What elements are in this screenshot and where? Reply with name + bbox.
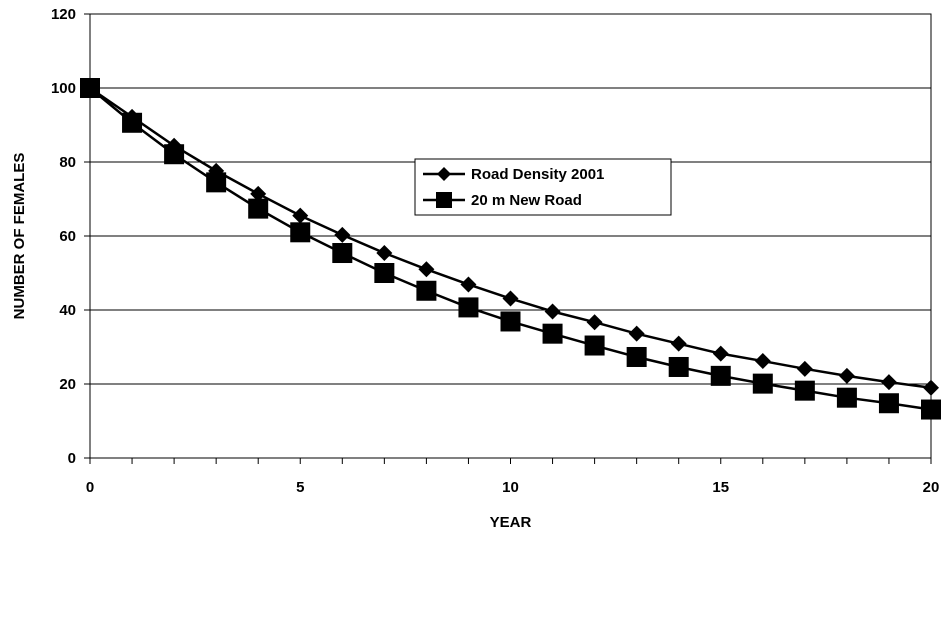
data-point-0-9 bbox=[460, 276, 477, 293]
data-point-1-3 bbox=[206, 172, 227, 193]
x-axis-title: YEAR bbox=[490, 514, 532, 531]
x-tick-label-20: 20 bbox=[923, 479, 940, 496]
data-point-1-17 bbox=[794, 380, 815, 401]
legend-marker-0 bbox=[437, 167, 451, 181]
data-point-0-11 bbox=[544, 303, 561, 320]
data-point-0-5 bbox=[292, 207, 309, 224]
data-point-1-15 bbox=[710, 365, 731, 386]
y-tick-label-80: 80 bbox=[59, 154, 76, 171]
data-point-0-6 bbox=[334, 226, 351, 243]
y-tick-label-0: 0 bbox=[68, 450, 76, 467]
x-tick-label-10: 10 bbox=[502, 479, 519, 496]
data-point-1-11 bbox=[542, 323, 563, 344]
legend-marker-1 bbox=[436, 192, 452, 208]
series-1 bbox=[80, 78, 941, 420]
data-point-0-14 bbox=[670, 335, 687, 352]
y-tick-label-60: 60 bbox=[59, 228, 76, 245]
data-point-1-4 bbox=[248, 198, 269, 219]
y-tick-label-100: 100 bbox=[51, 80, 76, 97]
data-point-1-2 bbox=[164, 144, 185, 165]
x-tick-label-0: 0 bbox=[86, 479, 94, 496]
x-tick-label-5: 5 bbox=[296, 479, 304, 496]
data-point-0-19 bbox=[880, 374, 897, 391]
data-point-0-15 bbox=[712, 345, 729, 362]
data-point-1-16 bbox=[752, 373, 773, 394]
data-point-0-13 bbox=[628, 325, 645, 342]
series-0 bbox=[82, 80, 939, 396]
series-layer bbox=[80, 78, 941, 420]
legend-label-20m-new-road: 20 m New Road bbox=[471, 192, 582, 209]
gridlines bbox=[90, 87, 931, 385]
data-point-1-19 bbox=[878, 393, 899, 414]
data-point-0-12 bbox=[586, 314, 603, 331]
data-point-1-5 bbox=[290, 222, 311, 243]
data-point-1-6 bbox=[332, 243, 353, 264]
tick-labels: 0 20 40 60 80 100 120 0 5 10 15 20 bbox=[51, 6, 939, 496]
y-tick-label-20: 20 bbox=[59, 376, 76, 393]
data-point-1-12 bbox=[584, 335, 605, 356]
y-tick-label-40: 40 bbox=[59, 302, 76, 319]
data-point-1-9 bbox=[458, 297, 479, 318]
legend-box bbox=[414, 158, 672, 216]
data-point-0-8 bbox=[418, 261, 435, 278]
data-point-0-7 bbox=[376, 245, 393, 262]
data-point-1-8 bbox=[416, 280, 437, 301]
data-point-1-18 bbox=[836, 387, 857, 408]
x-tick-label-15: 15 bbox=[712, 479, 729, 496]
data-point-0-17 bbox=[796, 360, 813, 377]
data-point-1-1 bbox=[122, 112, 143, 133]
data-point-0-10 bbox=[502, 290, 519, 307]
legend-label-road-density-2001: Road Density 2001 bbox=[471, 166, 604, 183]
data-point-0-16 bbox=[754, 353, 771, 370]
y-tick-label-120: 120 bbox=[51, 6, 76, 23]
legend: Road Density 2001 20 m New Road bbox=[414, 158, 672, 216]
data-point-0-18 bbox=[838, 367, 855, 384]
data-point-1-10 bbox=[500, 311, 521, 332]
axes bbox=[84, 13, 932, 464]
series-line-0 bbox=[89, 86, 932, 389]
y-axis-title: NUMBER OF FEMALES bbox=[11, 153, 28, 320]
data-point-1-7 bbox=[374, 263, 395, 283]
data-point-0-4 bbox=[250, 185, 267, 202]
data-point-1-13 bbox=[626, 346, 647, 367]
data-point-1-14 bbox=[668, 356, 689, 377]
